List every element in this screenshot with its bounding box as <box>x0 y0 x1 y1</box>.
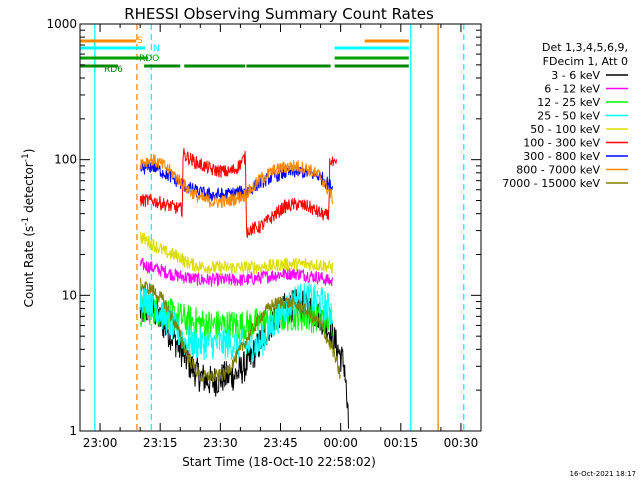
x-tick-label: 00:30 <box>444 436 479 450</box>
x-axis-label: Start Time (18-Oct-10 22:58:02) <box>182 455 376 469</box>
status-flag-rdo: RDO <box>80 54 409 64</box>
x-tick-label: 23:15 <box>143 436 178 450</box>
y-axis-label-close: ) <box>22 149 36 154</box>
y-axis-label-sup-2: -1 <box>21 153 31 162</box>
chart-title: RHESSI Observing Summary Count Rates <box>124 5 434 23</box>
series-line-6 <box>139 148 337 239</box>
y-tick-label: 1000 <box>46 17 77 31</box>
status-flag-label-rdo: RDO <box>139 54 159 64</box>
y-tick-label: 10 <box>62 288 77 302</box>
legend-header-1: Det 1,3,4,5,6,9, <box>542 41 628 54</box>
legend-entry-label: 3 - 6 keV <box>551 69 600 82</box>
legend-entry-label: 7000 - 15000 keV <box>502 177 600 190</box>
y-axis-label-detector: detector <box>22 162 36 217</box>
series-line-8 <box>140 153 334 209</box>
series-line-2 <box>139 257 334 287</box>
x-tick-label: 23:30 <box>203 436 238 450</box>
y-axis-label-main: Count Rate (s <box>22 226 36 308</box>
legend-entry-label: 800 - 7000 keV <box>516 164 600 177</box>
x-tick-label: 23:45 <box>263 436 298 450</box>
x-axis: 23:00 23:15 23:30 23:45 00:00 00:15 00:30 <box>79 24 482 450</box>
legend-entry-label: 12 - 25 keV <box>537 96 600 109</box>
series-line-5 <box>139 231 334 277</box>
status-flag-s: S <box>80 36 409 46</box>
status-flag-label-n: N <box>153 44 160 54</box>
legend-entry-label: 6 - 12 keV <box>544 83 600 96</box>
y-tick-label: 1 <box>69 424 77 438</box>
x-tick-label: 00:00 <box>323 436 358 450</box>
legend-header-2: FDecim 1, Att 0 <box>543 55 628 68</box>
y-axis-label-sup-1: -1 <box>21 217 31 226</box>
status-flag-label-s: S <box>137 36 143 46</box>
legend-entry-label: 50 - 100 keV <box>530 123 600 136</box>
y-axis-label: Count Rate (s-1 detector-1) <box>21 149 36 308</box>
x-tick-label: 23:00 <box>83 436 118 450</box>
legend: Det 1,3,4,5,6,9, FDecim 1, Att 0 3 - 6 k… <box>502 41 628 190</box>
footer-timestamp: 16-Oct-2021 18:17 <box>570 470 636 478</box>
x-tick-label: 00:15 <box>384 436 419 450</box>
legend-entry-label: 25 - 50 keV <box>537 110 600 123</box>
status-flag-label-rd6: RD6 <box>104 65 123 75</box>
legend-entry-label: 300 - 800 keV <box>523 150 600 163</box>
y-axis: 1 10 100 1000 <box>46 17 481 438</box>
legend-entry-label: 100 - 300 keV <box>523 137 600 150</box>
status-flag-rd6: RD6 <box>80 64 409 75</box>
status-flag-n: N <box>80 44 409 54</box>
series-line-9 <box>139 277 341 383</box>
y-tick-label: 100 <box>54 153 77 167</box>
